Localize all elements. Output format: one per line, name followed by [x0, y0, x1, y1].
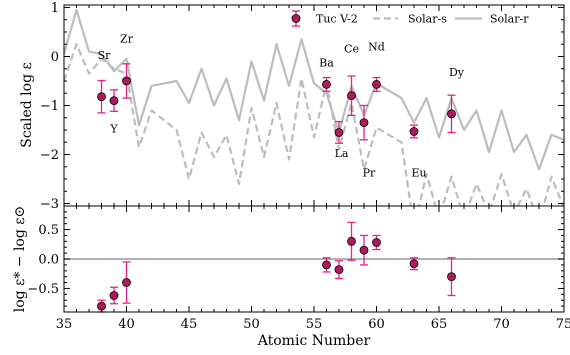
y-tick-label: −0.5	[27, 282, 59, 297]
tuc-v2-marker	[322, 80, 331, 89]
tuc-v2-point	[447, 94, 456, 134]
x-tick-label: 40	[118, 317, 135, 332]
tuc-v2-residual-marker	[122, 278, 131, 287]
x-axis-title: Atomic Number	[257, 333, 371, 349]
tuc-v2-residual-marker	[322, 260, 331, 270]
tuc-v2-residual-point	[334, 260, 344, 280]
element-label-dy: Dy	[449, 66, 465, 79]
bottom-panel: 35 40 45 50 55 60 65 70 75 −0.5 0.0 0.5 log ε* − lo…	[12, 205, 570, 349]
tuc-v2-residual-marker	[372, 238, 381, 247]
x-tick-label: 50	[243, 317, 260, 332]
tuc-v2-point	[322, 76, 331, 92]
tuc-v2-marker	[447, 109, 456, 119]
y-tick-label: 0.5	[38, 223, 59, 238]
x-tick-label: 60	[368, 317, 385, 332]
legend-entry-tuc: Tuc V-2	[291, 10, 358, 27]
tuc-v2-point	[97, 79, 106, 114]
tuc-v2-marker	[109, 96, 119, 105]
legend-tuc-label: Tuc V-2	[316, 13, 358, 26]
element-label-nd: Nd	[368, 41, 385, 54]
tuc-v2-residual-point	[359, 234, 369, 266]
legend: Tuc V-2 Solar-s Solar-r	[291, 10, 529, 27]
tuc-v2-point	[372, 76, 381, 92]
tuc-v2-marker	[347, 91, 356, 101]
bottom-plot-frame	[63, 205, 565, 313]
legend-solar-s-label: Solar-s	[408, 13, 447, 26]
tuc-v2-residual-point	[322, 257, 331, 273]
tuc-v2-residual-marker	[334, 265, 344, 275]
element-label-ba: Ba	[319, 56, 334, 69]
y-tick-label: −1	[40, 99, 59, 114]
tuc-v2-point	[409, 124, 419, 139]
tuc-v2-marker	[97, 92, 106, 102]
x-tick-label: 45	[181, 317, 198, 332]
tuc-v2-marker	[372, 80, 381, 89]
element-label-la: La	[335, 147, 349, 160]
tuc-v2-point	[359, 104, 369, 141]
top-plot-frame	[63, 4, 565, 207]
element-label-zr: Zr	[120, 33, 134, 46]
top-panel: Sr Y Zr Ba La Ce Pr Nd Eu Dy −3 −2 −1 0 1 Scaled log …	[19, 1, 565, 212]
bottom-data-points	[97, 221, 456, 313]
tuc-v2-residual-marker	[359, 245, 369, 255]
bottom-axis-ticks: 35 40 45 50 55 60 65 70 75 −0.5 0.0 0.5	[27, 206, 570, 332]
y-tick-label: −2	[40, 148, 59, 163]
top-axis-ticks: −3 −2 −1 0 1	[40, 1, 565, 212]
top-y-axis-title: Scaled log ε	[19, 62, 35, 148]
tuc-v2-residual-point	[372, 234, 381, 251]
tuc-v2-point	[347, 75, 356, 116]
tuc-v2-marker	[122, 76, 131, 86]
tuc-v2-marker	[359, 118, 369, 128]
tuc-v2-point	[109, 89, 119, 113]
y-tick-label: 0.0	[38, 253, 59, 268]
legend-entry-solar-s: Solar-s	[373, 13, 447, 26]
x-tick-label: 55	[306, 317, 323, 332]
y-tick-label: 0	[51, 50, 59, 65]
x-tick-label: 35	[56, 317, 73, 332]
x-tick-label: 70	[493, 317, 510, 332]
tuc-v2-marker	[409, 127, 419, 136]
tuc-v2-residual-point	[447, 257, 456, 297]
y-tick-label: −3	[40, 197, 59, 212]
x-tick-label: 65	[431, 317, 448, 332]
tuc-v2-residual-marker	[347, 236, 356, 246]
tuc-v2-residual-marker	[409, 259, 419, 269]
tuc-v2-point	[122, 63, 131, 99]
element-label-pr: Pr	[363, 167, 376, 180]
element-label-ce: Ce	[344, 43, 359, 56]
bottom-y-axis-title: log ε* − log ε⊙	[12, 206, 28, 313]
element-labels: Sr Y Zr Ba La Ce Pr Nd Eu Dy	[98, 33, 465, 180]
top-series-lines	[64, 8, 564, 206]
element-label-sr: Sr	[98, 49, 112, 62]
tuc-v2-residual-marker	[447, 272, 456, 282]
series-line-solar-r	[64, 8, 564, 171]
tuc-v2-residual-marker	[109, 291, 119, 300]
legend-entry-solar-r: Solar-r	[455, 13, 529, 26]
element-label-y: Y	[109, 122, 118, 135]
tuc-v2-residual-marker	[97, 301, 106, 311]
y-tick-label: 1	[51, 1, 59, 16]
tuc-v2-residual-point	[109, 286, 119, 305]
tuc-v2-residual-point	[347, 221, 356, 261]
tuc-v2-residual-point	[122, 261, 131, 304]
element-label-eu: Eu	[411, 167, 426, 180]
x-tick-label: 75	[556, 317, 570, 332]
top-data-points	[97, 63, 456, 144]
legend-tuc-marker	[291, 14, 301, 23]
tuc-v2-marker	[334, 128, 344, 137]
legend-solar-r-label: Solar-r	[490, 13, 529, 26]
tuc-v2-point	[334, 121, 344, 144]
tuc-v2-residual-point	[409, 257, 419, 271]
series-line-solar-s	[64, 43, 564, 206]
